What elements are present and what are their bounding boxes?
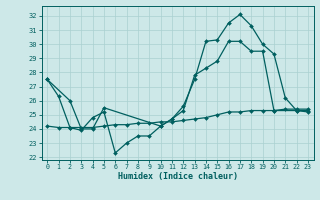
X-axis label: Humidex (Indice chaleur): Humidex (Indice chaleur) [118,172,237,181]
